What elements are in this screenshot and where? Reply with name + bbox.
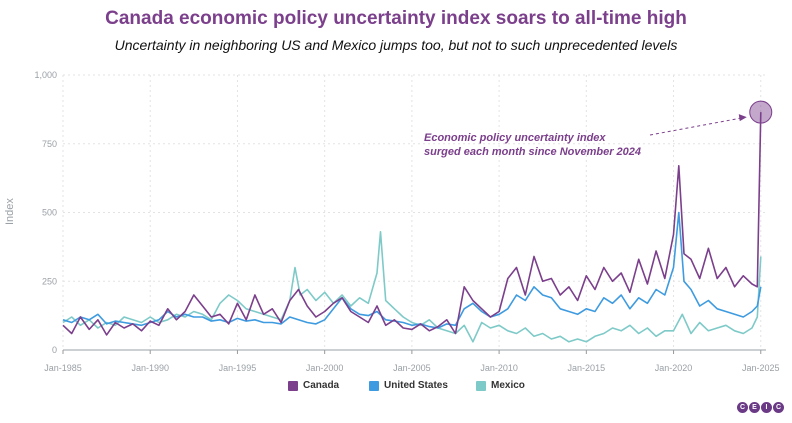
ceic-logo: C E I C — [736, 402, 784, 413]
x-tick-label: Jan-2005 — [393, 363, 431, 373]
x-tick-label: Jan-2010 — [480, 363, 518, 373]
series-line-canada — [62, 112, 762, 336]
legend-label-canada: Canada — [303, 380, 340, 391]
x-tick-label: Jan-1990 — [131, 363, 169, 373]
series-group — [62, 112, 762, 343]
axes: 0 250 500 750 1,000 Jan-1985 Jan-1990 Jan-1995 J… — [34, 70, 779, 373]
chart-title: Canada economic policy uncertainty index… — [105, 8, 687, 29]
logo-letter: I — [761, 402, 772, 413]
annotation-line-2: surged each month since November 2024 — [424, 146, 642, 158]
x-tick-label: Jan-2015 — [568, 363, 606, 373]
legend-swatch-canada — [288, 380, 298, 391]
logo-letter: C — [737, 402, 748, 413]
legend-swatch-united-states — [369, 380, 379, 391]
annotation-text: Economic policy uncertainty index surged… — [424, 131, 641, 159]
x-tick-label: Jan-2025 — [742, 363, 780, 373]
logo-letter: E — [749, 402, 760, 413]
legend-item-canada[interactable]: Canada — [288, 380, 339, 391]
y-tick-label: 750 — [42, 139, 57, 149]
annotation-arrow-head — [738, 114, 747, 122]
x-tick-label: Jan-2020 — [655, 363, 693, 373]
legend-label-mexico: Mexico — [491, 380, 525, 391]
highlight-circle — [749, 100, 773, 124]
chart-subtitle: Uncertainty in neighboring US and Mexico… — [114, 37, 678, 53]
series-line-mexico — [62, 231, 762, 343]
y-tick-label: 1,000 — [34, 70, 57, 80]
annotation-layer — [649, 100, 773, 136]
x-tick-label: Jan-1985 — [44, 363, 82, 373]
annotation-arrow-line — [649, 117, 741, 136]
y-tick-label: 0 — [52, 345, 57, 355]
x-tick-label: Jan-1995 — [219, 363, 257, 373]
legend-swatch-mexico — [476, 380, 486, 391]
y-tick-label: 250 — [42, 276, 57, 286]
annotation-line-1: Economic policy uncertainty index — [424, 132, 606, 144]
y-axis-label: Index — [4, 198, 16, 225]
legend-item-united-states[interactable]: United States — [369, 380, 448, 391]
legend: Canada United States Mexico — [0, 380, 792, 394]
y-tick-label: 500 — [42, 208, 57, 218]
logo-letter: C — [773, 402, 784, 413]
x-tick-label: Jan-2000 — [306, 363, 344, 373]
legend-item-mexico[interactable]: Mexico — [476, 380, 525, 391]
legend-label-united-states: United States — [384, 380, 448, 391]
